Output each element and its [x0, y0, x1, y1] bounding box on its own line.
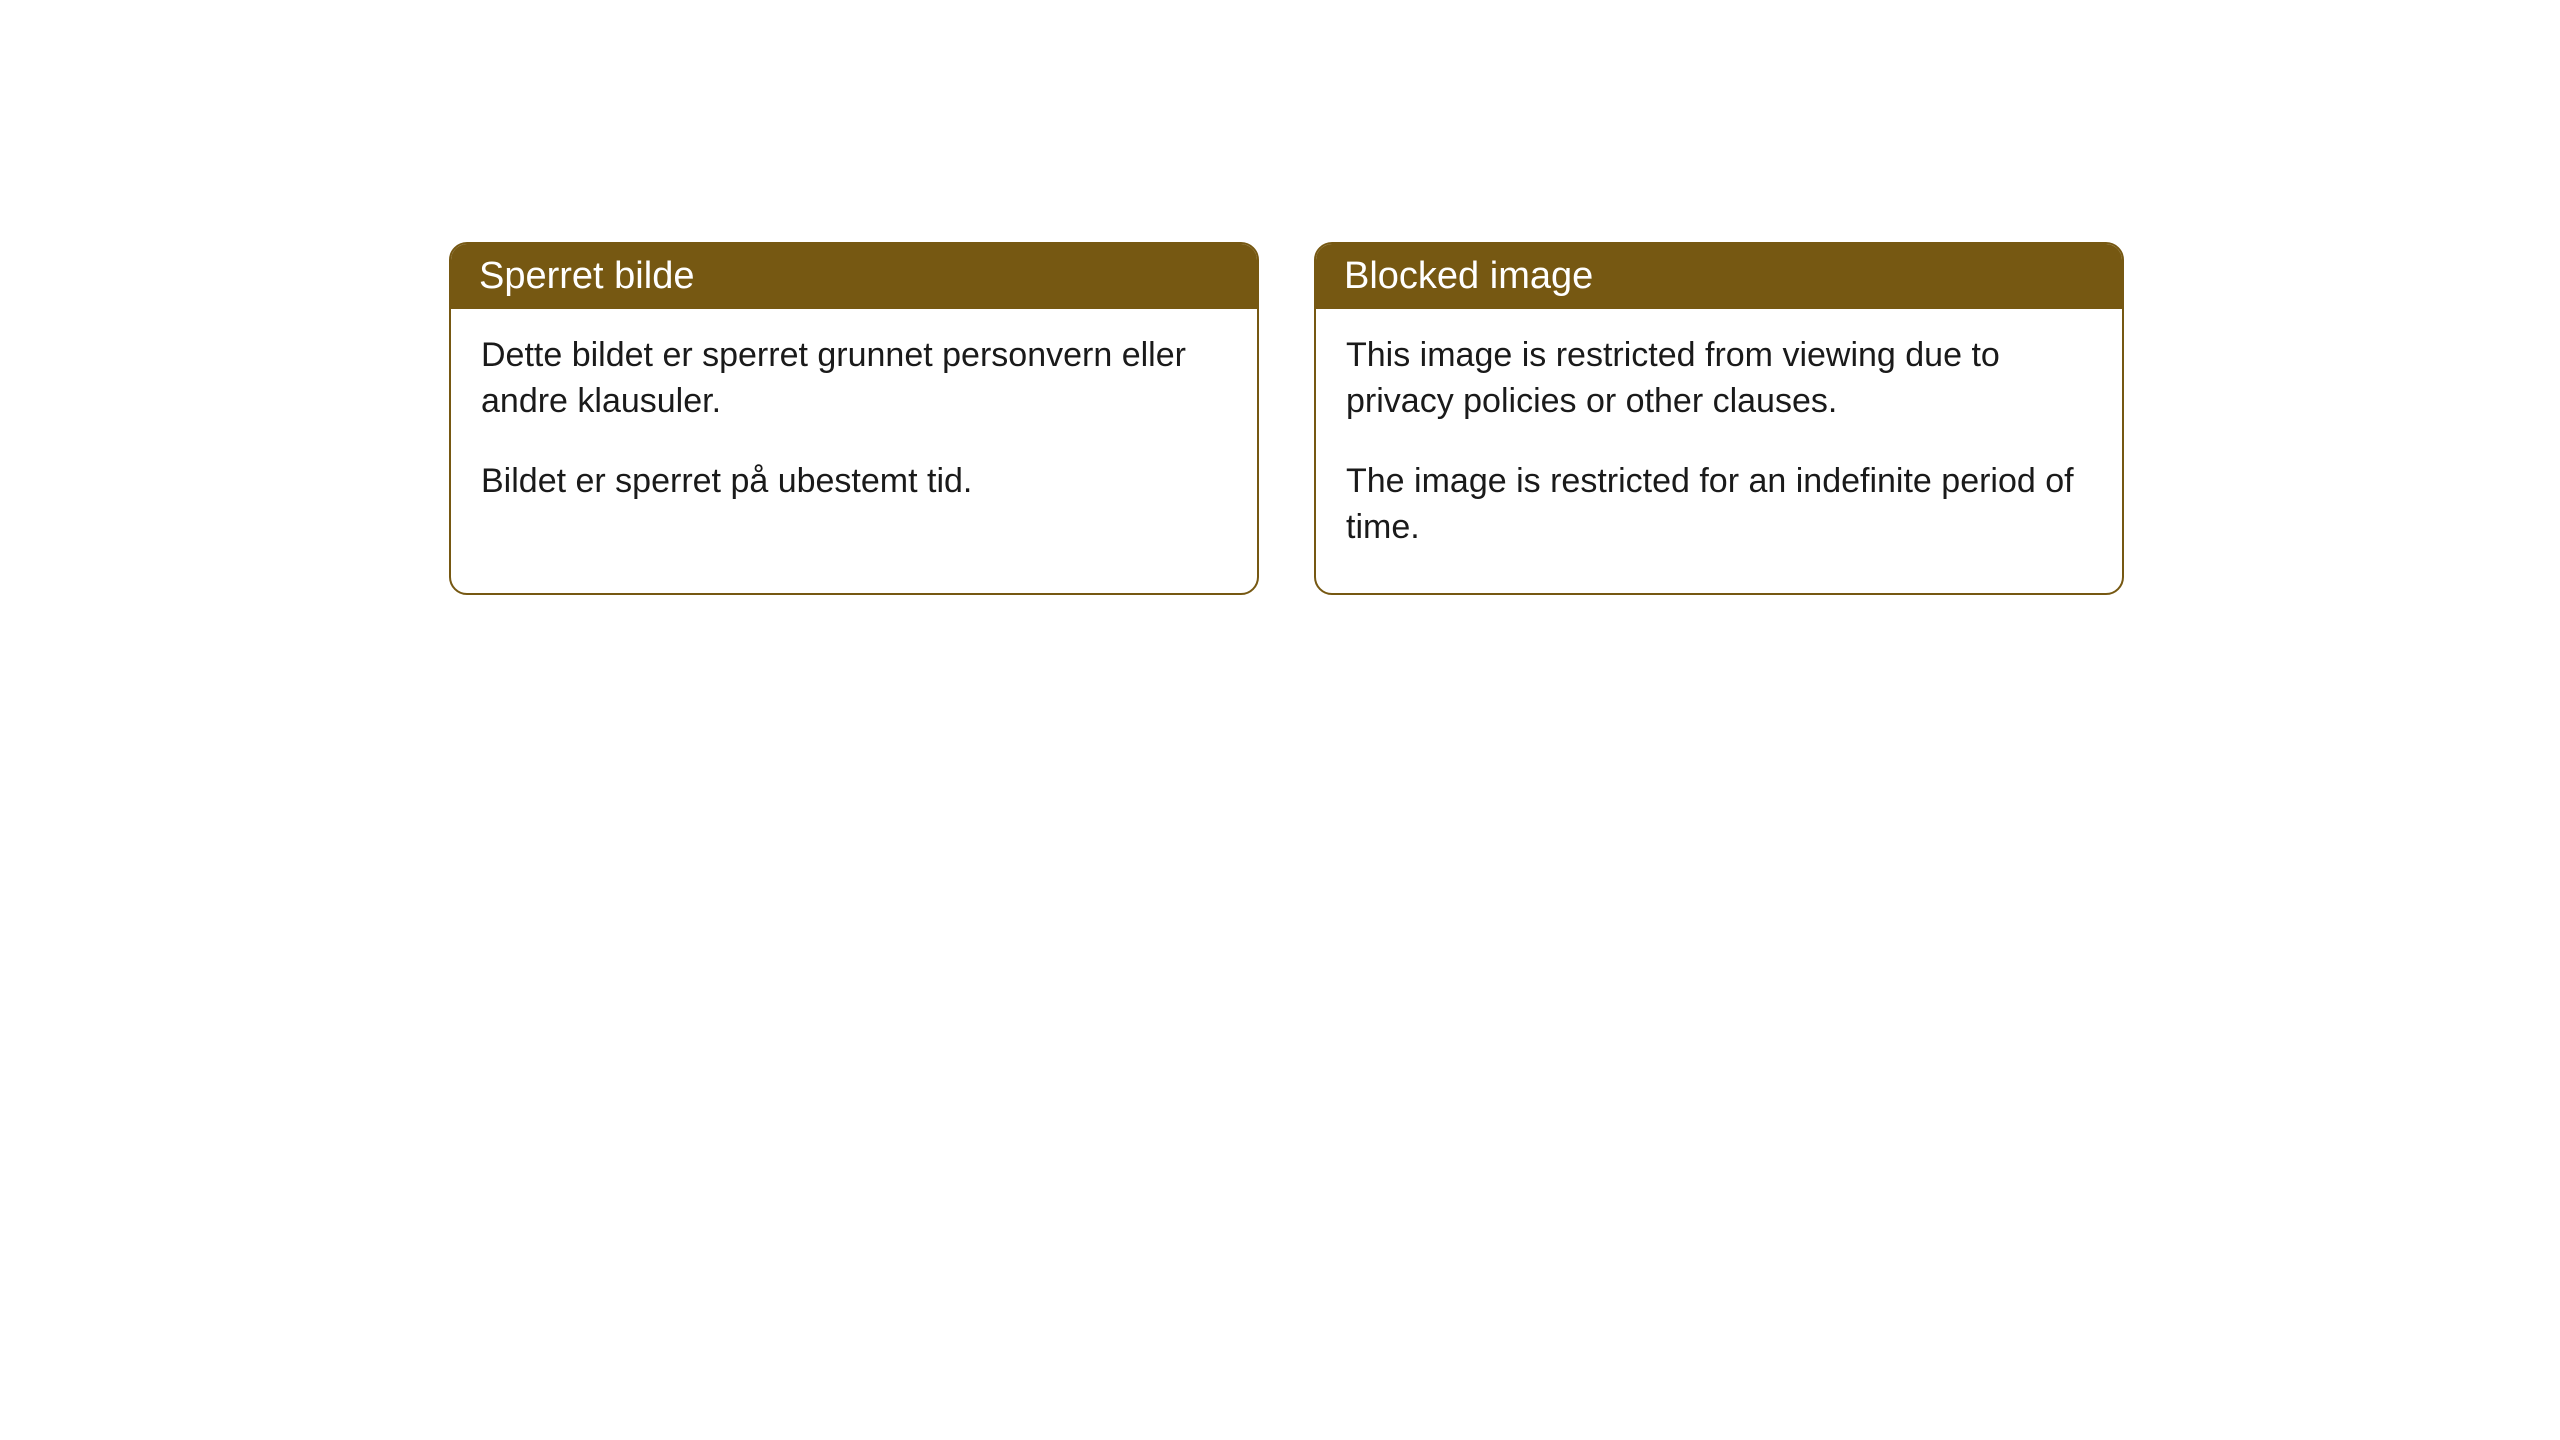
card-paragraph: Bildet er sperret på ubestemt tid.: [481, 459, 1227, 505]
card-body: This image is restricted from viewing du…: [1316, 309, 2122, 593]
card-header: Blocked image: [1316, 244, 2122, 309]
card-paragraph: Dette bildet er sperret grunnet personve…: [481, 333, 1227, 425]
card-header: Sperret bilde: [451, 244, 1257, 309]
blocked-image-card-norwegian: Sperret bilde Dette bildet er sperret gr…: [449, 242, 1259, 595]
blocked-image-card-english: Blocked image This image is restricted f…: [1314, 242, 2124, 595]
card-title: Sperret bilde: [479, 255, 694, 297]
card-paragraph: The image is restricted for an indefinit…: [1346, 459, 2092, 551]
card-body: Dette bildet er sperret grunnet personve…: [451, 309, 1257, 547]
card-paragraph: This image is restricted from viewing du…: [1346, 333, 2092, 425]
cards-container: Sperret bilde Dette bildet er sperret gr…: [0, 0, 2560, 595]
card-title: Blocked image: [1344, 255, 1593, 297]
